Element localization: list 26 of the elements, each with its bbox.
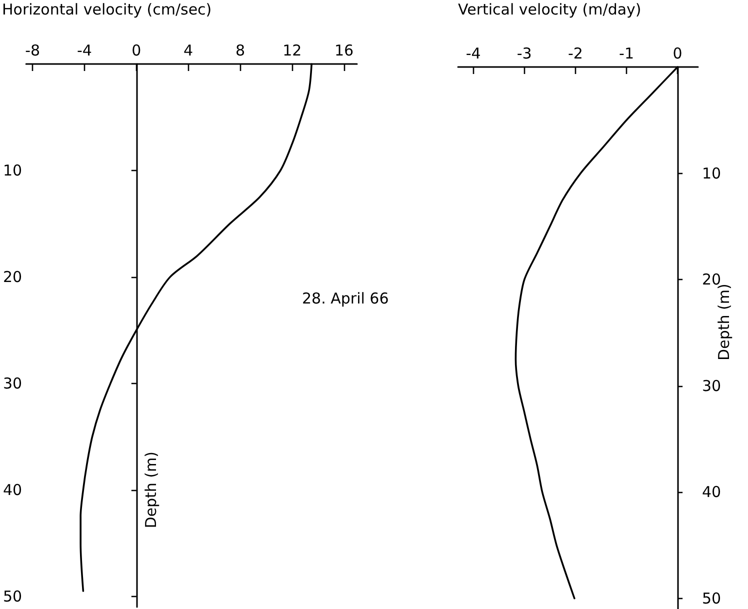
y-tick-label: 10 [702, 164, 722, 182]
x-axis-title: Horizontal velocity (cm/sec) [2, 0, 212, 18]
annotation: 28. April 66 [302, 290, 389, 308]
x-tick-label: -4 [466, 44, 481, 62]
y-tick-label: 30 [702, 376, 722, 395]
x-tick-label: 16 [334, 42, 354, 60]
x-tick-label: 0 [672, 44, 682, 62]
x-tick-label: -8 [25, 42, 40, 60]
y-tick-label: 50 [2, 587, 22, 606]
y-tick-label: 10 [2, 161, 22, 180]
y-tick-label: 50 [702, 589, 722, 608]
x-axis-title: Vertical velocity (m/day) [458, 0, 642, 18]
y-tick-label: 40 [702, 483, 722, 502]
y-tick-label: 20 [2, 268, 22, 286]
x-tick-label: -4 [77, 42, 92, 60]
y-axis-title: Depth (m) [142, 451, 160, 528]
x-tick-label: 12 [282, 42, 302, 60]
x-tick-label: -3 [516, 44, 532, 62]
y-axis-title: Depth (m) [715, 284, 734, 360]
x-tick-label: 8 [235, 42, 245, 60]
x-tick-label: -1 [619, 44, 634, 62]
y-tick-label: 40 [2, 480, 22, 499]
x-tick-label: 4 [184, 42, 194, 60]
y-tick-label: 30 [2, 374, 22, 392]
x-tick-label: 0 [132, 42, 142, 60]
x-tick-label: -2 [568, 44, 583, 62]
